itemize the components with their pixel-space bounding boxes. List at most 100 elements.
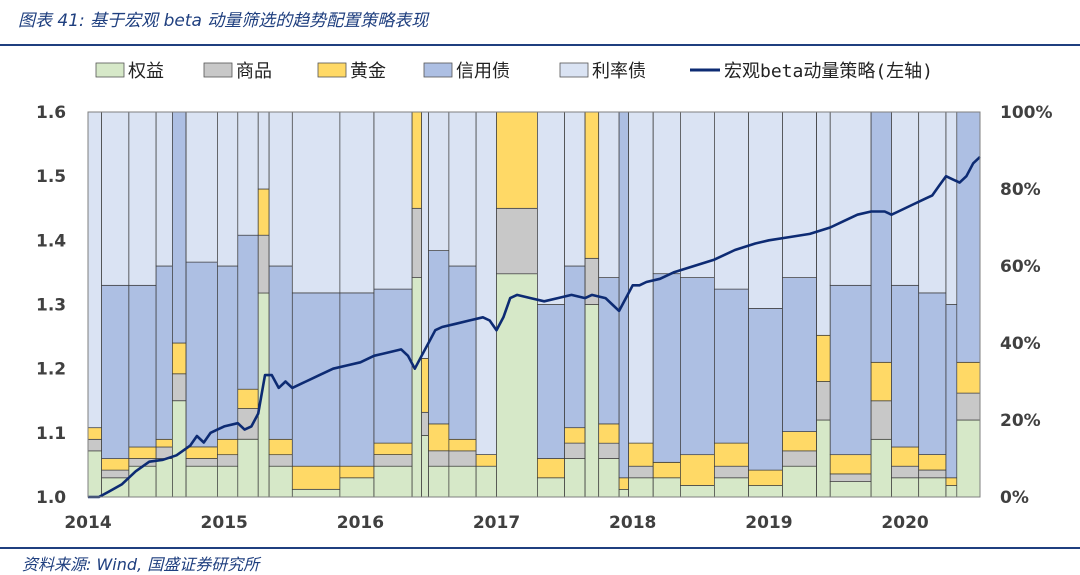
band-25-3 — [652, 273, 681, 463]
band-26-2 — [680, 454, 715, 486]
y-left-tick-1.0: 1.0 — [36, 488, 66, 508]
band-7-3 — [237, 234, 259, 390]
y-axis-left: 1.0 1.1 1.2 1.3 1.4 1.5 1.6 — [36, 103, 66, 508]
band-9-1 — [268, 454, 293, 467]
band-27-2 — [714, 442, 749, 467]
band-6-0 — [217, 465, 239, 498]
band-28-3 — [748, 308, 783, 471]
band-30-1 — [816, 381, 831, 421]
band-34-2 — [918, 454, 947, 471]
band-11-2 — [339, 465, 375, 479]
band-31-1 — [829, 473, 872, 482]
band-29-4 — [782, 111, 817, 278]
band-33-0 — [891, 477, 920, 498]
band-24-1 — [628, 465, 654, 479]
y-right-tick-0%: 0% — [1000, 488, 1029, 508]
band-10-4 — [291, 111, 341, 294]
band-36-2 — [956, 361, 981, 394]
source-note: 资料来源: Wind, 国盛证券研究所 — [22, 555, 260, 574]
band-17-0 — [475, 465, 497, 498]
band-24-0 — [628, 477, 654, 498]
x-tick-2016: 2016 — [337, 513, 384, 533]
band-1-4 — [101, 111, 130, 286]
band-21-2 — [584, 111, 600, 259]
band-2-4 — [128, 111, 157, 286]
band-5-3 — [185, 261, 218, 448]
x-tick-2019: 2019 — [745, 513, 792, 533]
band-2-0 — [128, 465, 157, 498]
band-16-0 — [448, 465, 477, 498]
band-15-0 — [428, 465, 450, 498]
band-33-3 — [891, 284, 920, 448]
band-8-2 — [257, 188, 270, 236]
band-6-3 — [217, 265, 239, 440]
plot-frame — [87, 111, 981, 498]
band-7-1 — [237, 408, 259, 440]
band-19-3 — [537, 304, 565, 459]
band-9-2 — [268, 438, 293, 456]
band-5-2 — [185, 446, 218, 459]
y-left-tick-1.4: 1.4 — [36, 231, 66, 251]
legend-swatch-1 — [203, 62, 233, 78]
band-0-2 — [87, 427, 102, 440]
band-20-0 — [564, 458, 586, 498]
band-34-3 — [918, 292, 947, 455]
band-29-3 — [782, 277, 817, 432]
band-12-0 — [373, 465, 413, 498]
band-21-0 — [584, 304, 600, 498]
band-31-3 — [829, 284, 872, 456]
band-35-4 — [945, 111, 958, 305]
band-30-2 — [816, 334, 831, 382]
band-13-1 — [411, 207, 422, 278]
x-axis: 2014 2015 2016 2017 2018 2019 2020 — [64, 513, 929, 533]
legend-label-3: 信用债 — [456, 61, 510, 82]
band-35-0 — [945, 485, 958, 498]
band-24-4 — [628, 111, 654, 444]
band-33-4 — [891, 111, 920, 286]
band-15-1 — [428, 450, 450, 467]
band-11-3 — [339, 292, 375, 467]
band-5-0 — [185, 465, 218, 498]
band-11-0 — [339, 477, 375, 498]
legend-swatch-3 — [423, 62, 453, 78]
band-22-1 — [598, 442, 620, 459]
y-right-tick-80%: 80% — [1000, 180, 1041, 200]
band-7-4 — [237, 111, 259, 236]
band-5-4 — [185, 111, 218, 263]
x-tick-2017: 2017 — [473, 513, 520, 533]
band-30-0 — [816, 419, 831, 498]
band-32-0 — [870, 438, 892, 498]
figure-title: 图表 41: 基于宏观 beta 动量筛选的趋势配置策略表现 — [18, 11, 429, 31]
band-12-4 — [373, 111, 413, 290]
band-28-0 — [748, 485, 783, 498]
band-26-0 — [680, 485, 715, 498]
band-10-2 — [291, 465, 341, 490]
band-23-2 — [618, 477, 629, 490]
band-14-1 — [421, 411, 429, 436]
x-tick-2018: 2018 — [609, 513, 656, 533]
band-3-2 — [155, 438, 173, 448]
band-1-3 — [101, 284, 130, 459]
legend: 权益 商品 黄金 信用债 利率债 宏观beta动量策略(左轴) — [95, 61, 933, 82]
band-14-2 — [421, 358, 429, 413]
band-35-3 — [945, 304, 958, 479]
band-35-2 — [945, 477, 958, 486]
band-17-4 — [475, 111, 497, 455]
band-34-1 — [918, 469, 947, 479]
y-right-tick-100%: 100% — [1000, 103, 1053, 123]
band-26-4 — [680, 111, 715, 278]
band-15-2 — [428, 423, 450, 452]
chart: 权益 商品 黄金 信用债 利率债 宏观beta动量策略(左轴) 2014 2015 2016 2… — [36, 61, 1053, 533]
band-3-4 — [155, 111, 173, 267]
y-left-tick-1.6: 1.6 — [36, 103, 66, 123]
band-2-2 — [128, 446, 157, 459]
band-25-4 — [652, 111, 681, 275]
y-right-tick-60%: 60% — [1000, 257, 1041, 277]
strategy-nav-line — [88, 155, 981, 499]
band-23-0 — [618, 488, 629, 498]
band-22-4 — [598, 111, 620, 278]
band-9-3 — [268, 265, 293, 440]
band-1-1 — [101, 469, 130, 479]
band-8-4 — [257, 111, 270, 190]
x-tick-2015: 2015 — [201, 513, 248, 533]
